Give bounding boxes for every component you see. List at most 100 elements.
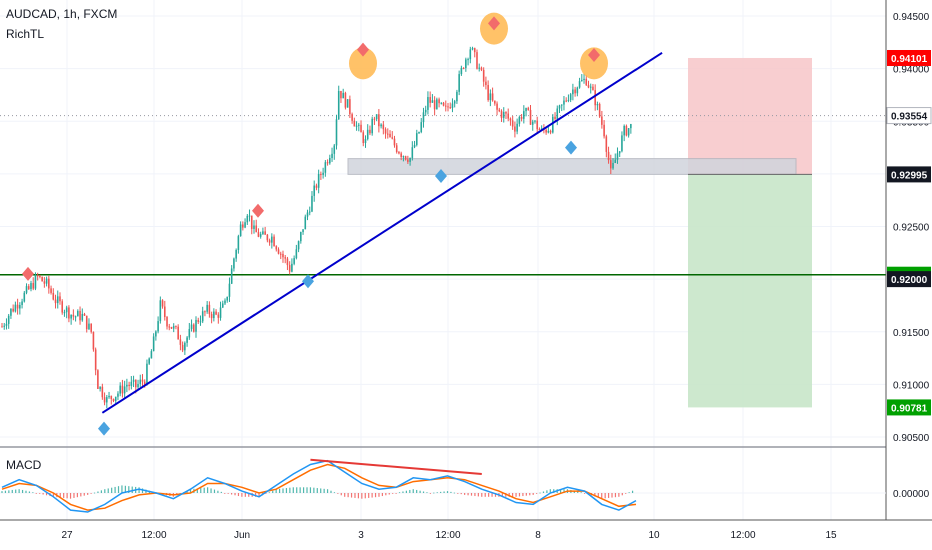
candle-body	[386, 133, 389, 135]
candle-body	[473, 48, 476, 53]
macd-histogram-bar	[395, 493, 397, 494]
macd-histogram-bar	[532, 493, 534, 495]
candle-body	[161, 300, 164, 307]
resistance-zone[interactable]	[347, 158, 797, 175]
macd-histogram-bar	[189, 489, 192, 493]
candle-body	[297, 241, 300, 250]
price-axis[interactable]: 0.945000.940000.935000.925000.915000.910…	[893, 12, 930, 500]
candle-body	[271, 236, 273, 243]
macd-histogram-bar	[11, 489, 13, 493]
macd-histogram-bar	[217, 490, 219, 493]
candle-body	[583, 78, 585, 80]
candle-body	[123, 386, 126, 394]
candle-body	[172, 326, 175, 329]
time-axis[interactable]: 27 12:00 Jun 3 12:00 8 10 12:00 15	[61, 530, 837, 541]
macd-histogram-bar	[117, 486, 120, 493]
macd-histogram-bar	[631, 490, 634, 493]
candle-body	[30, 283, 32, 290]
macd-histogram-bar	[515, 493, 517, 497]
macd-histogram-bar	[446, 491, 449, 493]
macd-histogram-bar	[320, 488, 322, 493]
macd-histogram-bar	[477, 493, 479, 497]
macd-histogram-bar	[536, 493, 538, 494]
candle-body	[449, 107, 452, 109]
candle-body	[56, 296, 59, 304]
candle-body	[233, 258, 235, 269]
candle-body	[422, 112, 425, 123]
price-tick-label: 0.91500	[893, 328, 930, 339]
candle-body	[487, 85, 489, 101]
price-tag-label: 0.90781	[891, 403, 928, 414]
candle-body	[547, 130, 550, 133]
candle-body	[293, 258, 295, 264]
macd-histogram-bar	[333, 492, 336, 494]
macd-label: MACD	[6, 458, 42, 472]
candle-body	[625, 125, 628, 136]
candle-body	[364, 139, 367, 144]
candle-body	[337, 90, 340, 120]
macd-histogram-bar	[580, 492, 582, 494]
candle-body	[558, 105, 561, 109]
macd-histogram-bar	[546, 490, 548, 493]
macd-histogram-bar	[128, 486, 130, 493]
stop-loss-box[interactable]	[688, 57, 812, 175]
trendline[interactable]	[101, 51, 663, 414]
candle-body	[311, 195, 313, 212]
macd-line	[1, 459, 637, 513]
candle-body	[511, 120, 514, 127]
candle-body	[471, 48, 474, 50]
candle-body	[3, 325, 6, 327]
macd-histogram-bar	[484, 493, 486, 497]
macd-histogram-bar	[460, 493, 462, 495]
candle-body	[262, 231, 264, 235]
price-tag	[887, 271, 931, 288]
macd-histogram-bar	[196, 488, 198, 493]
candle-body	[340, 90, 342, 99]
candle-body	[489, 93, 492, 101]
price-tag	[886, 107, 932, 125]
macd-histogram-bar	[278, 488, 281, 493]
candle-body	[5, 323, 8, 326]
take-profit-box[interactable]	[688, 174, 812, 408]
macd-histogram-bar	[494, 493, 497, 497]
candle-body	[152, 336, 155, 352]
candle-body	[184, 342, 186, 351]
sell-marker	[22, 266, 34, 281]
candle-body	[72, 314, 75, 317]
candle-body	[48, 278, 50, 289]
macd-histogram-bar	[525, 493, 527, 496]
candle-body	[518, 117, 521, 124]
candle-body	[525, 107, 527, 112]
macd-histogram-bar	[330, 490, 332, 493]
candle-body	[266, 234, 269, 241]
candle-body	[155, 331, 157, 337]
price-tick-label: 0.94000	[893, 65, 930, 76]
candle-body	[494, 100, 496, 104]
macd-histogram-bar	[73, 493, 75, 498]
candle-body	[415, 133, 418, 145]
macd-histogram-bar	[292, 487, 294, 493]
macd-histogram-bar	[299, 487, 301, 493]
candle-body	[132, 379, 135, 382]
candle-body	[411, 147, 414, 158]
macd-histogram-bar	[440, 491, 442, 493]
macd-histogram-bar	[76, 493, 78, 498]
macd-histogram-bar	[464, 493, 466, 495]
candle-body	[279, 253, 282, 255]
candle-body	[157, 321, 159, 332]
candle-body	[418, 131, 420, 134]
macd-histogram-bar	[607, 493, 610, 498]
macd-histogram-bar	[45, 493, 48, 496]
macd-histogram-bar	[618, 493, 620, 497]
candle-body	[39, 275, 41, 277]
candle-body	[554, 116, 556, 119]
macd-histogram-bar	[21, 489, 24, 493]
candle-body	[565, 100, 567, 102]
macd-histogram-bar	[114, 486, 116, 493]
candle-body	[335, 119, 338, 146]
candle-body	[190, 324, 193, 329]
candle-body	[505, 112, 507, 114]
time-tick-label: 3	[358, 530, 364, 541]
candle-body	[250, 215, 253, 229]
